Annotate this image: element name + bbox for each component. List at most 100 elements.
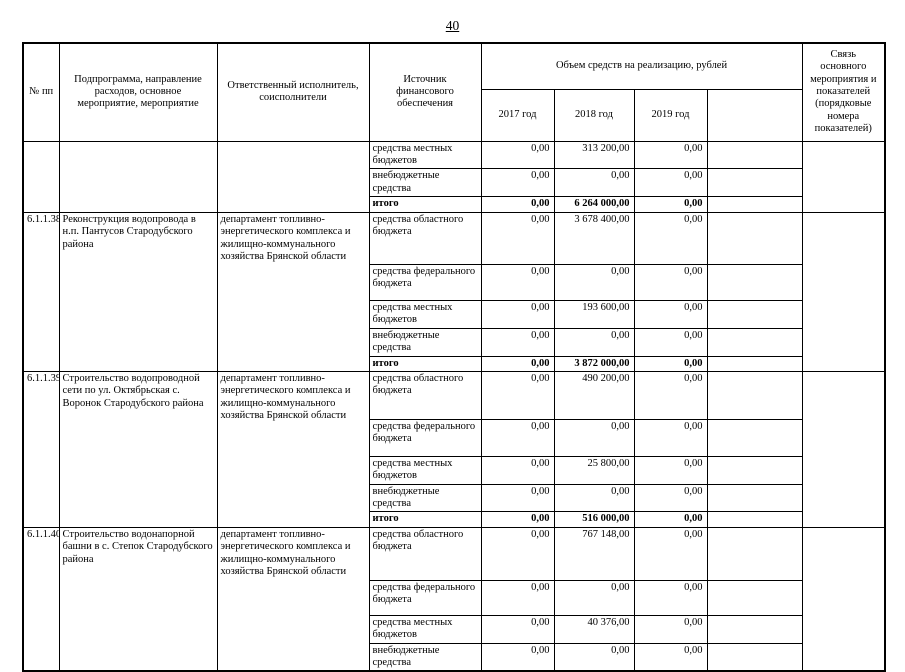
value-2018-cell: 193 600,00	[553, 300, 635, 329]
value-extra-cell	[706, 300, 803, 329]
value-extra-cell	[706, 168, 803, 197]
funding-source-cell: внебюджетные средства	[368, 483, 482, 513]
col-header-year-2019: 2019 год	[633, 88, 708, 142]
funding-source-cell: внебюджетные средства	[368, 327, 482, 357]
col-header-num: № пп	[22, 42, 60, 142]
link-indicator-cell	[801, 526, 886, 672]
funding-source-cell: средства областного бюджета	[368, 526, 482, 581]
value-2017-cell: 0,00	[480, 370, 555, 420]
col-header-year-2017: 2017 год	[480, 88, 555, 142]
value-2019-cell: 0,00	[633, 614, 708, 644]
value-extra-cell	[706, 196, 803, 213]
value-extra-cell	[706, 370, 803, 420]
subprogram-cell	[58, 140, 218, 213]
link-indicator-cell	[801, 212, 886, 372]
col-header-volume: Объем средств на реализацию, рублей	[480, 42, 803, 90]
value-extra-cell	[706, 642, 803, 672]
total-row: итого 0,00 516 000,00 0,00	[23, 511, 885, 528]
funding-source-cell: средства федерального бюджета	[368, 418, 482, 457]
executor-cell: департамент топливно-энергетического ком…	[216, 526, 370, 672]
value-2018-cell: 767 148,00	[553, 526, 635, 581]
budget-table: № пп Подпрограмма, направление расходов,…	[22, 42, 887, 672]
funding-source-cell: средства местных бюджетов	[368, 455, 482, 485]
value-2018-cell: 0,00	[553, 264, 635, 301]
value-2017-cell: 0,00	[480, 300, 555, 329]
subprogram-cell: Строительство водопроводной сети по ул. …	[58, 370, 218, 528]
value-2017-cell: 0,00	[480, 140, 555, 170]
funding-source-cell: средства областного бюджета	[368, 370, 482, 420]
funding-source-row: внебюджетные средства 0,00 0,00 0,00	[23, 483, 885, 513]
value-2018-cell: 3 872 000,00	[553, 355, 635, 372]
value-2017-cell: 0,00	[480, 212, 555, 265]
executor-cell: департамент топливно-энергетического ком…	[216, 370, 370, 528]
value-2017-cell: 0,00	[480, 327, 555, 357]
value-2019-cell: 0,00	[633, 642, 708, 672]
value-2017-cell: 0,00	[480, 455, 555, 485]
value-extra-cell	[706, 418, 803, 457]
funding-source-row: средства местных бюджетов 0,00 40 376,00 0,…	[23, 614, 885, 644]
funding-source-row: 6.1.1.38 Реконструкция водопровода в н.п.…	[22, 212, 886, 372]
table-header: № пп Подпрограмма, направление расходов,…	[22, 42, 886, 142]
value-2019-cell: 0,00	[633, 579, 708, 616]
value-2017-cell: 0,00	[480, 579, 555, 616]
col-header-executor: Ответственный исполнитель, соисполнители	[216, 42, 370, 142]
table-body: средства местных бюджетов 0,00 313 200,00 0…	[22, 140, 886, 672]
value-2017-cell: 0,00	[480, 418, 555, 457]
executor-cell: департамент топливно-энергетического ком…	[216, 212, 370, 372]
value-extra-cell	[706, 140, 803, 170]
value-2018-cell: 40 376,00	[553, 614, 635, 644]
value-2019-cell: 0,00	[633, 418, 708, 457]
subprogram-cell: Реконструкция водопровода в н.п. Пантусо…	[58, 212, 218, 372]
value-2019-cell: 0,00	[633, 140, 708, 170]
funding-source-cell: средства местных бюджетов	[368, 300, 482, 329]
value-2019-cell: 0,00	[633, 483, 708, 513]
value-2019-cell: 0,00	[633, 370, 708, 420]
value-2019-cell: 0,00	[633, 212, 708, 265]
value-2019-cell: 0,00	[633, 168, 708, 197]
value-2019-cell: 0,00	[633, 264, 708, 301]
value-2017-cell: 0,00	[480, 614, 555, 644]
col-header-year-2018: 2018 год	[553, 88, 635, 142]
funding-source-row: средства федерального бюджета 0,00 0,00 0,0…	[23, 418, 885, 457]
value-2017-cell: 0,00	[480, 168, 555, 197]
value-2017-cell: 0,00	[480, 355, 555, 372]
value-2018-cell: 490 200,00	[553, 370, 635, 420]
value-extra-cell	[706, 212, 803, 265]
funding-source-row: средства местных бюджетов 0,00 193 600,00 0…	[23, 300, 885, 329]
executor-cell	[216, 140, 370, 213]
value-2018-cell: 25 800,00	[553, 455, 635, 485]
value-2019-cell: 0,00	[633, 300, 708, 329]
row-number-cell	[22, 140, 60, 213]
funding-source-row: 6.1.1.40 Строительство водонапорной башни…	[22, 526, 886, 672]
funding-source-cell: внебюджетные средства	[368, 642, 482, 672]
value-2019-cell: 0,00	[633, 355, 708, 372]
value-2019-cell: 0,00	[633, 511, 708, 528]
funding-source-cell: средства федерального бюджета	[368, 579, 482, 616]
funding-source-cell: средства областного бюджета	[368, 212, 482, 265]
value-2017-cell: 0,00	[480, 196, 555, 213]
value-extra-cell	[706, 511, 803, 528]
total-row: итого 0,00 6 264 000,00 0,00	[23, 196, 885, 213]
value-2018-cell: 0,00	[553, 327, 635, 357]
row-number-cell: 6.1.1.40	[22, 526, 60, 672]
value-2017-cell: 0,00	[480, 526, 555, 581]
funding-source-cell: внебюджетные средства	[368, 168, 482, 197]
funding-source-cell: итого	[368, 511, 482, 528]
link-indicator-cell	[801, 140, 886, 213]
col-header-year-blank	[706, 88, 803, 142]
value-2018-cell: 0,00	[553, 579, 635, 616]
row-number-cell: 6.1.1.38	[22, 212, 60, 372]
funding-source-row: 6.1.1.39 Строительство водопроводной сети…	[22, 370, 886, 528]
value-2017-cell: 0,00	[480, 642, 555, 672]
value-extra-cell	[706, 264, 803, 301]
col-header-subprogram: Подпрограмма, направление расходов, осно…	[58, 42, 218, 142]
row-number-cell: 6.1.1.39	[22, 370, 60, 528]
value-extra-cell	[706, 455, 803, 485]
page-number: 40	[445, 18, 460, 33]
link-indicator-cell	[801, 370, 886, 528]
value-2018-cell: 0,00	[553, 483, 635, 513]
col-header-source: Источник финансового обеспечения	[368, 42, 482, 142]
value-2018-cell: 3 678 400,00	[553, 212, 635, 265]
value-2017-cell: 0,00	[480, 264, 555, 301]
value-2018-cell: 6 264 000,00	[553, 196, 635, 213]
